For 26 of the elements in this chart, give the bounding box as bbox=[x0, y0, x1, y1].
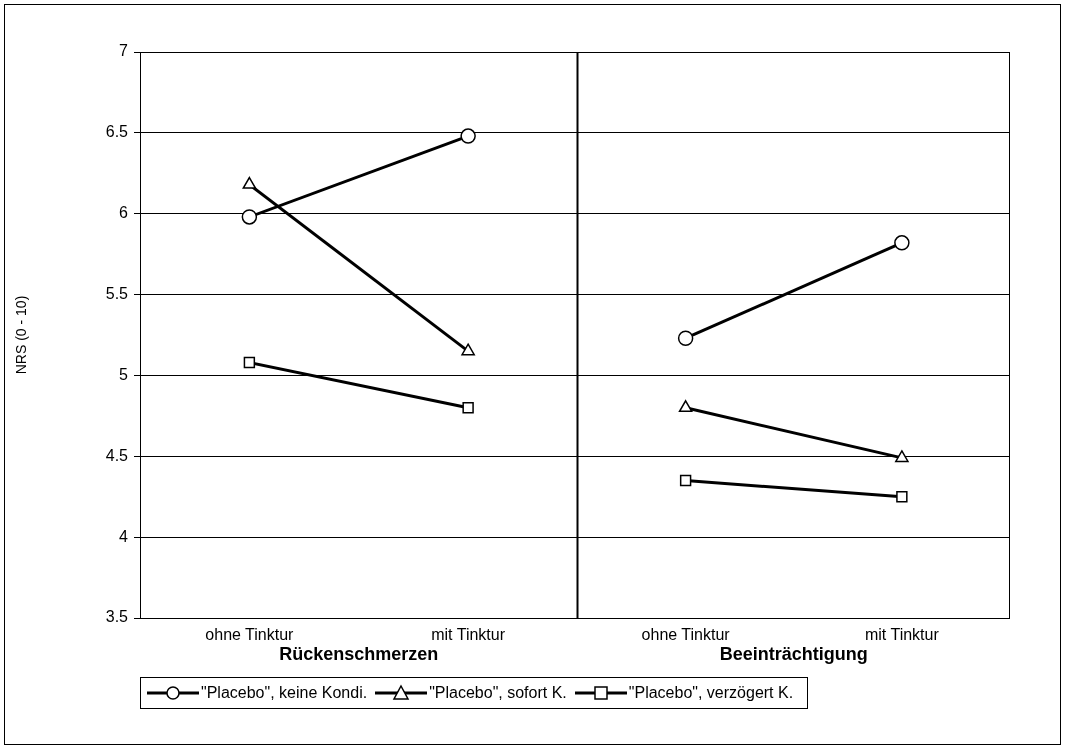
y-tick-label: 3.5 bbox=[105, 608, 129, 626]
point bbox=[894, 235, 910, 251]
y-tick-label: 5.5 bbox=[105, 284, 129, 302]
y-axis-title: NRS (0 - 10) bbox=[13, 295, 30, 375]
x-axis-title: Beeinträchtigung bbox=[719, 644, 868, 665]
x-axis-title: Rückenschmerzen bbox=[279, 644, 439, 665]
y-tick-label: 7 bbox=[119, 42, 129, 60]
point bbox=[677, 330, 694, 346]
legend-label: "Placebo", verzögert K. bbox=[628, 684, 794, 702]
x-tick-label: mit Tinktur bbox=[864, 626, 940, 644]
point bbox=[896, 491, 908, 503]
x-tick-label: ohne Tinktur bbox=[641, 626, 731, 644]
y-tick-label: 4 bbox=[119, 527, 129, 545]
y-tick-label: 6 bbox=[119, 204, 129, 222]
legend-label: "Placebo", sofort K. bbox=[429, 684, 567, 702]
x-tick-label: ohne Tinktur bbox=[205, 626, 295, 644]
point bbox=[679, 474, 692, 487]
point bbox=[460, 128, 476, 144]
y-tick-label: 6.5 bbox=[105, 123, 129, 141]
point bbox=[243, 356, 256, 369]
point bbox=[241, 209, 258, 225]
point bbox=[462, 402, 474, 414]
y-tick-label: 5 bbox=[119, 365, 129, 383]
y-tick-label: 4.5 bbox=[105, 446, 129, 464]
x-tick-label: mit Tinktur bbox=[431, 626, 506, 644]
legend-label: "Placebo", keine Kondi. bbox=[201, 684, 368, 702]
